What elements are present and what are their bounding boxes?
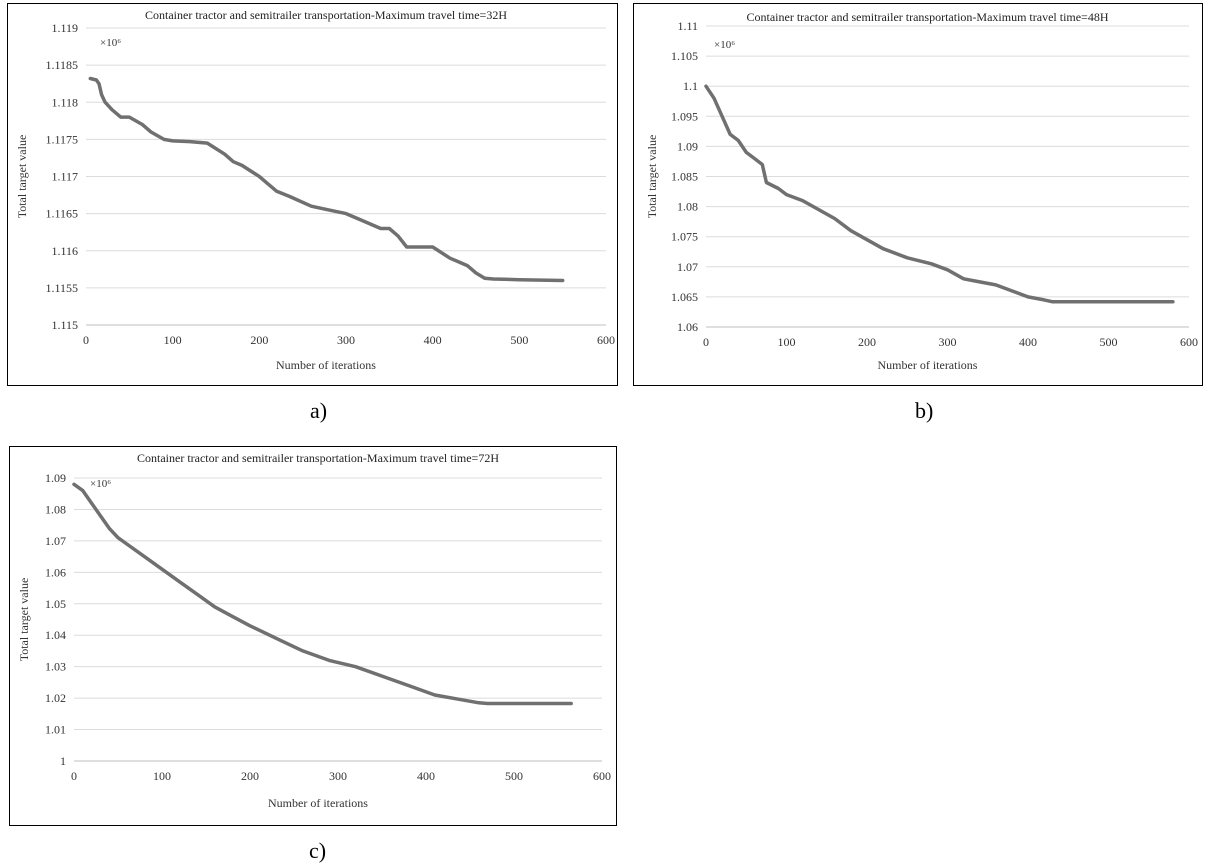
x-tick-label: 400: [424, 333, 442, 347]
chart-title: Container tractor and semitrailer transp…: [137, 451, 499, 465]
y-tick-label: 1.08: [677, 200, 698, 214]
y-axis-label: Total target value: [645, 135, 659, 219]
y-axis-label: Total target value: [17, 578, 31, 662]
y-tick-label: 1.11: [677, 19, 698, 33]
y-tick-label: 1.117: [51, 170, 78, 184]
y-tick-label: 1.04: [45, 628, 66, 642]
y-tick-label: 1: [60, 754, 66, 768]
y-axis-label: Total target value: [15, 135, 29, 219]
y-tick-label: 1.115: [51, 318, 78, 332]
chart-a: 1.115 1.1155 1.116 1.1165 1.117 1.1175 1.118 1.…: [8, 4, 619, 387]
x-tick-label: 300: [939, 335, 957, 349]
y-tick-label: 1.1: [683, 79, 698, 93]
x-tick-label: 100: [153, 769, 171, 783]
x-tick-label: 500: [1100, 335, 1118, 349]
x-tick-label: 200: [250, 333, 268, 347]
axis-multiplier: ×10⁶: [100, 37, 121, 49]
y-tick-label: 1.105: [671, 49, 698, 63]
x-tick-label: 500: [510, 333, 528, 347]
y-tick-label: 1.075: [671, 230, 698, 244]
series-line: [74, 484, 571, 703]
x-tick-label: 300: [329, 769, 347, 783]
x-axis-label: Number of iterations: [878, 358, 978, 372]
chart-b: 1.061.0651.071.0751.081.0851.091.0951.11…: [634, 4, 1204, 387]
x-tick-label: 200: [241, 769, 259, 783]
chart-panel-a: 1.115 1.1155 1.116 1.1165 1.117 1.1175 1.118 1.…: [7, 3, 618, 386]
x-tick-label: 600: [593, 769, 611, 783]
series-line: [90, 79, 562, 281]
y-tick-label: 1.085: [671, 170, 698, 184]
caption-c: c): [309, 838, 326, 864]
chart-title: Container tractor and semitrailer transp…: [145, 8, 507, 22]
y-tick-label: 1.1175: [45, 132, 78, 146]
x-tick-label: 0: [703, 335, 709, 349]
y-tick-label: 1.07: [677, 260, 698, 274]
chart-panel-c: 1 1.01 1.02 1.03 1.04 1.05 1.06 1.07 1.08 1.09 0 10…: [9, 446, 617, 826]
x-tick-label: 600: [597, 333, 615, 347]
caption-a: a): [310, 398, 327, 424]
y-tick-label: 1.118: [51, 95, 78, 109]
y-tick-label: 1.02: [45, 691, 66, 705]
chart-panel-b: 1.06 1.065 1.07 1.075 1.08 1.085 1.09 1.095 1.1 1…: [633, 3, 1203, 386]
y-tick-label: 1.1185: [45, 58, 78, 72]
x-tick-label: 300: [337, 333, 355, 347]
y-tick-label: 1.06: [45, 565, 66, 579]
x-tick-label: 500: [505, 769, 523, 783]
x-tick-label: 200: [858, 335, 876, 349]
x-axis-label: Number of iterations: [276, 358, 376, 372]
y-tick-label: 1.1155: [45, 281, 78, 295]
y-tick-label: 1.065: [671, 290, 698, 304]
y-tick-label: 1.09: [677, 139, 698, 153]
caption-b: b): [915, 398, 933, 424]
y-tick-label: 1.03: [45, 660, 66, 674]
y-tick-label: 1.095: [671, 109, 698, 123]
series-line: [706, 86, 1173, 302]
axis-multiplier: ×10⁶: [714, 39, 735, 51]
y-tick-label: 1.116: [51, 244, 78, 258]
x-axis-label: Number of iterations: [268, 796, 368, 810]
x-tick-label: 0: [83, 333, 89, 347]
chart-c: 1 1.01 1.02 1.03 1.04 1.05 1.06 1.07 1.08 1.09 0 10…: [10, 447, 618, 827]
x-tick-label: 400: [1019, 335, 1037, 349]
y-tick-label: 1.119: [51, 21, 78, 35]
x-tick-label: 0: [71, 769, 77, 783]
x-tick-label: 100: [778, 335, 796, 349]
chart-title: Container tractor and semitrailer transp…: [747, 10, 1109, 24]
y-tick-label: 1.09: [45, 471, 66, 485]
y-tick-label: 1.1165: [45, 207, 78, 221]
x-tick-label: 600: [1180, 335, 1198, 349]
y-tick-label: 1.06: [677, 320, 698, 334]
x-tick-label: 400: [417, 769, 435, 783]
axis-multiplier: ×10⁶: [90, 478, 111, 490]
x-tick-label: 100: [164, 333, 182, 347]
y-tick-label: 1.01: [45, 723, 66, 737]
y-tick-label: 1.07: [45, 534, 66, 548]
y-tick-label: 1.05: [45, 597, 66, 611]
y-tick-label: 1.08: [45, 502, 66, 516]
